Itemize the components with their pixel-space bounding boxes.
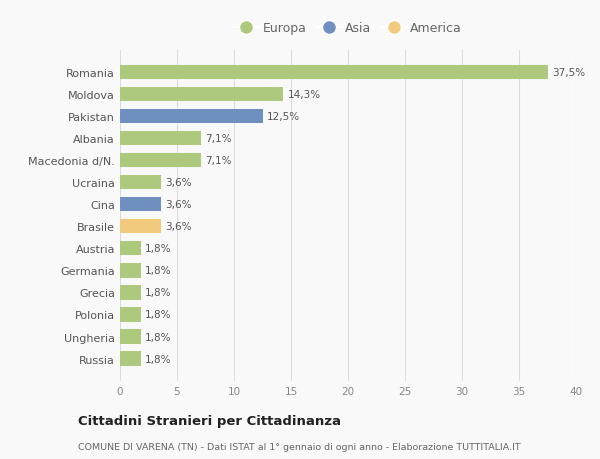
Legend: Europa, Asia, America: Europa, Asia, America	[229, 17, 467, 40]
Text: 1,8%: 1,8%	[145, 288, 172, 298]
Text: COMUNE DI VARENA (TN) - Dati ISTAT al 1° gennaio di ogni anno - Elaborazione TUT: COMUNE DI VARENA (TN) - Dati ISTAT al 1°…	[78, 442, 521, 451]
Bar	[120, 263, 140, 278]
Text: Cittadini Stranieri per Cittadinanza: Cittadini Stranieri per Cittadinanza	[78, 414, 341, 428]
Bar	[120, 352, 140, 366]
Bar	[120, 219, 161, 234]
Text: 1,8%: 1,8%	[145, 332, 172, 342]
Bar	[120, 330, 140, 344]
Bar	[120, 175, 161, 190]
Text: 3,6%: 3,6%	[166, 178, 192, 188]
Text: 7,1%: 7,1%	[205, 156, 232, 166]
Bar	[120, 88, 283, 102]
Bar	[120, 110, 263, 124]
Bar	[120, 197, 161, 212]
Bar	[120, 66, 548, 80]
Bar	[120, 154, 201, 168]
Text: 1,8%: 1,8%	[145, 266, 172, 276]
Text: 7,1%: 7,1%	[205, 134, 232, 144]
Text: 14,3%: 14,3%	[287, 90, 321, 100]
Text: 37,5%: 37,5%	[552, 67, 585, 78]
Text: 3,6%: 3,6%	[166, 222, 192, 232]
Bar	[120, 132, 201, 146]
Text: 1,8%: 1,8%	[145, 310, 172, 320]
Text: 1,8%: 1,8%	[145, 244, 172, 254]
Bar	[120, 285, 140, 300]
Text: 3,6%: 3,6%	[166, 200, 192, 210]
Text: 12,5%: 12,5%	[267, 112, 300, 122]
Bar	[120, 308, 140, 322]
Bar	[120, 241, 140, 256]
Text: 1,8%: 1,8%	[145, 354, 172, 364]
